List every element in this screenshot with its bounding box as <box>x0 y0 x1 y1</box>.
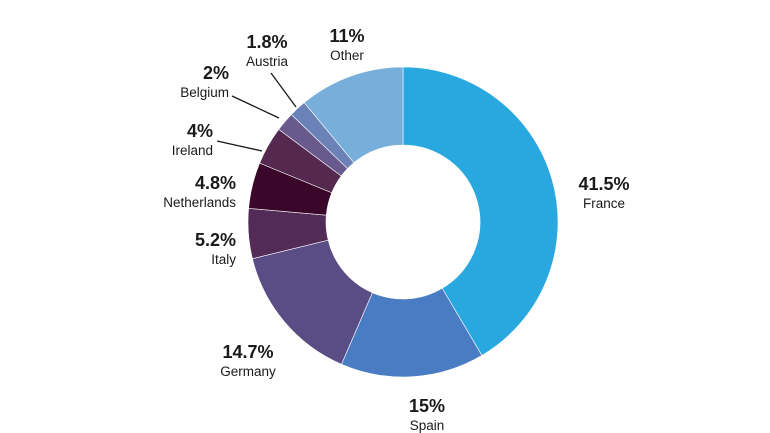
category-label-ireland: Ireland <box>172 143 213 158</box>
leader-line-belgium <box>231 95 280 119</box>
value-label-austria: 1.8% <box>246 32 287 52</box>
value-label-ireland: 4% <box>187 121 213 141</box>
leader-line-ireland <box>216 140 263 152</box>
value-label-other: 11% <box>329 26 364 46</box>
value-label-italy: 5.2% <box>195 230 236 250</box>
category-label-france: France <box>583 196 625 211</box>
value-label-spain: 15% <box>409 396 445 416</box>
value-label-belgium: 2% <box>203 63 229 83</box>
slices-group <box>247 66 559 378</box>
category-label-belgium: Belgium <box>180 85 229 100</box>
slice-other <box>303 66 404 164</box>
value-label-france: 41.5% <box>578 174 629 194</box>
slice-france <box>402 66 559 356</box>
category-label-austria: Austria <box>246 54 289 69</box>
labels-group: 41.5% France 15% Spain 14.7% Germany 5.2% Italy… <box>163 26 629 433</box>
slice-spain <box>341 287 483 378</box>
leader-lines-group <box>216 72 297 152</box>
category-label-germany: Germany <box>220 364 276 379</box>
leader-line-austria <box>270 72 297 108</box>
category-label-italy: Italy <box>211 252 236 267</box>
category-label-other: Other <box>330 48 364 63</box>
category-label-netherlands: Netherlands <box>163 195 236 210</box>
value-label-germany: 14.7% <box>222 342 273 362</box>
value-label-netherlands: 4.8% <box>195 173 236 193</box>
category-label-spain: Spain <box>410 418 445 433</box>
